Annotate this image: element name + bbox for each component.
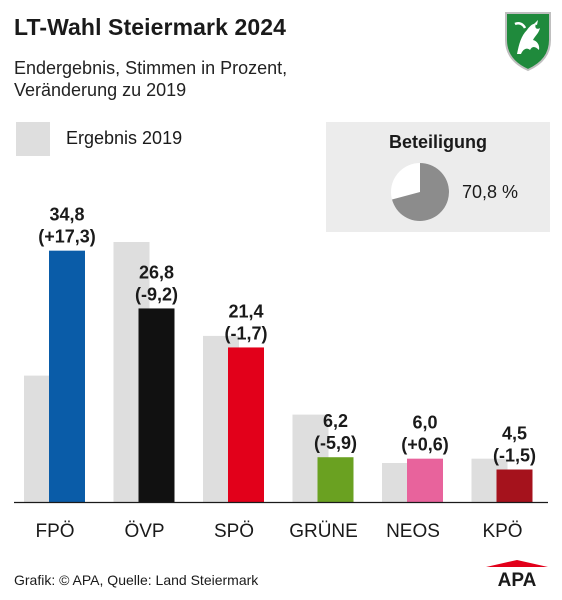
category-label-grne: GRÜNE [289,521,358,542]
category-label-vp: ÖVP [124,521,164,542]
change-label-neos: (+0,6) [401,435,449,455]
legend-swatch-2019 [16,122,50,156]
subtitle-line-1: Endergebnis, Stimmen in Prozent, [14,58,288,78]
bar-2024-grne [317,457,354,502]
bar-2024-vp [138,308,175,502]
category-label-kp: KPÖ [482,521,522,542]
turnout-pie [391,163,449,221]
value-label-grne: 6,2 [323,411,348,431]
category-label-neos: NEOS [386,521,440,542]
category-label-fp: FPÖ [35,521,74,542]
turnout-panel: Beteiligung 70,8 % [326,122,550,232]
turnout-pie-slice [392,163,449,221]
legend-label-2019: Ergebnis 2019 [66,128,183,148]
apa-logo: APA [486,560,548,588]
category-label-sp: SPÖ [214,521,254,542]
chart-subtitle: Endergebnis, Stimmen in Prozent, Verände… [14,57,287,101]
value-label-sp: 21,4 [228,301,263,321]
turnout-value: 70,8 % [462,182,519,202]
value-label-vp: 26,8 [139,262,174,282]
bar-chart: 34,8(+17,3) FPÖ 26,8(-9,2) ÖVP 21,4(-1,7) SPÖ… [14,205,548,542]
change-label-vp: (-9,2) [135,284,178,304]
subtitle-line-2: Veränderung zu 2019 [14,80,187,100]
bar-2024-sp [228,347,264,502]
change-label-fp: (+17,3) [38,227,96,247]
footer-source: Grafik: © APA, Quelle: Land Steiermark [14,572,259,588]
value-label-neos: 6,0 [412,413,437,433]
bar-2024-kp [496,469,533,502]
steiermark-crest-logo [505,12,551,72]
bar-2024-neos [407,458,443,502]
value-label-fp: 34,8 [49,205,84,225]
apa-logo-text: APA [498,570,537,588]
turnout-title: Beteiligung [389,132,487,152]
bar-2024-fp [49,250,85,502]
change-label-kp: (-1,5) [493,446,536,466]
change-label-sp: (-1,7) [224,323,267,343]
chart-title: LT-Wahl Steiermark 2024 [14,14,287,40]
change-label-grne: (-5,9) [314,433,357,453]
value-label-kp: 4,5 [502,424,527,444]
